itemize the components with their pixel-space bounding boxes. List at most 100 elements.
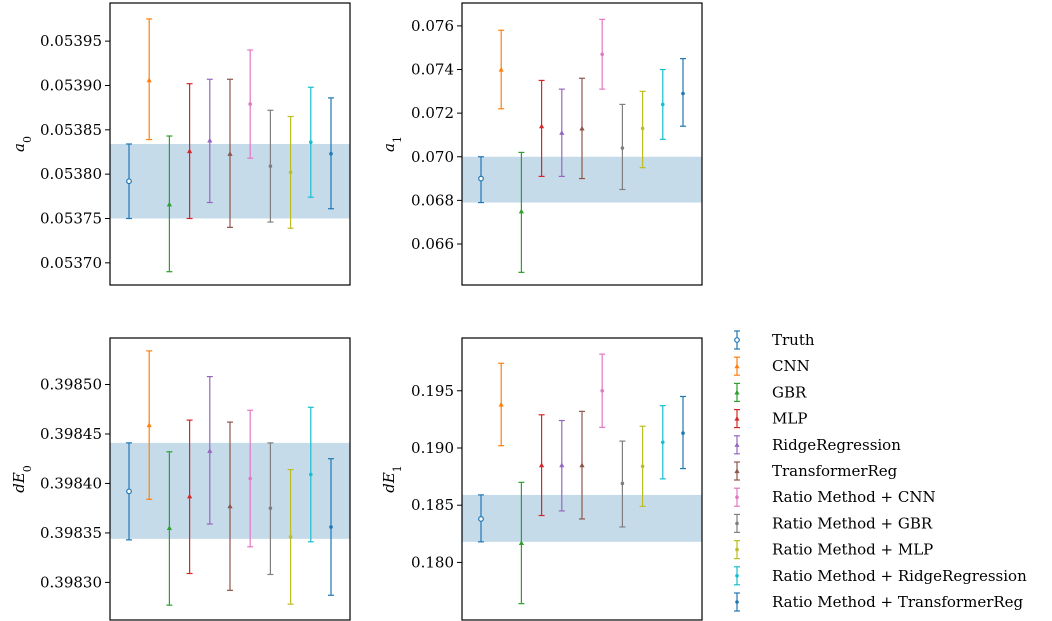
errorbar-mlp	[538, 414, 545, 517]
legend-entry: CNN	[734, 356, 810, 376]
legend: Truth CNN GBR MLP RidgeRegression Transformer…	[734, 330, 1027, 612]
point-marker	[207, 448, 213, 453]
y-axis-label: dE1	[380, 465, 404, 493]
errorbar-gbr	[518, 151, 525, 273]
errorbar-transformerreg	[579, 77, 585, 180]
y-tick-label: 0.190	[411, 439, 454, 457]
y-axis-label: dE0	[10, 465, 34, 493]
y-tick-label: 0.180	[411, 553, 454, 571]
legend-label: Ratio Method + RidgeRegression	[772, 567, 1027, 585]
legend-marker	[735, 600, 739, 604]
errorbar-mlp	[186, 83, 193, 220]
errorbar-truth	[126, 143, 132, 220]
y-tick-label: 0.39845	[40, 425, 102, 443]
errorbar-cnn	[498, 29, 505, 110]
point-marker	[146, 422, 152, 428]
point-marker	[559, 130, 565, 135]
errorbar-mlp	[538, 79, 545, 177]
legend-marker	[735, 521, 739, 526]
y-tick-label: 0.39835	[40, 524, 102, 542]
legend-label: Ratio Method + MLP	[772, 541, 933, 559]
point-marker	[126, 178, 132, 185]
errorbar-ratio-method-ridgeregression	[659, 405, 666, 480]
y-axis-label: a1	[380, 136, 404, 152]
errorbar-ratio-method-ridgeregression	[307, 86, 314, 198]
y-tick-label: 0.066	[411, 235, 454, 253]
point-marker	[661, 102, 665, 107]
point-marker	[559, 462, 565, 468]
point-marker	[640, 126, 645, 131]
legend-marker	[734, 416, 740, 421]
point-marker	[498, 66, 504, 72]
legend-label: MLP	[772, 410, 807, 428]
point-marker	[600, 52, 604, 57]
errorbar-transformerreg	[579, 410, 585, 520]
point-marker	[268, 506, 273, 510]
legend-label: RidgeRegression	[772, 436, 901, 454]
legend-entry: TransformerReg	[734, 461, 898, 481]
y-tick-label: 0.076	[411, 17, 454, 35]
point-marker	[207, 137, 213, 143]
point-marker	[478, 175, 484, 182]
errorbar-cnn	[146, 18, 153, 141]
point-marker	[579, 462, 585, 468]
subplot-a0: 0.05370 0.05375 0.05380 0.05385 0.05390 0.053…	[10, 2, 351, 286]
legend-marker	[735, 495, 739, 500]
errorbar-ridgeregression	[206, 78, 213, 204]
errorbar-ratio-method-cnn	[599, 18, 606, 90]
legend-entry: Ratio Method + TransformerReg	[734, 592, 1024, 612]
point-marker	[620, 481, 625, 486]
errorbar-gbr	[166, 451, 173, 606]
y-tick-label: 0.195	[411, 382, 454, 400]
point-marker	[498, 401, 504, 407]
y-tick-label: 0.070	[411, 148, 454, 166]
axes-frame	[109, 337, 351, 621]
errorbar-ratio-method-cnn	[247, 409, 254, 548]
point-marker	[661, 440, 665, 445]
legend-marker	[735, 547, 739, 552]
subplot-de1: 0.180 0.185 0.190 0.195 dE1	[380, 337, 703, 621]
legend-label: CNN	[772, 357, 810, 375]
point-marker	[539, 462, 545, 468]
point-marker	[579, 125, 585, 131]
y-tick-label: 0.072	[411, 104, 454, 122]
y-tick-label: 0.074	[411, 61, 454, 79]
point-marker	[539, 123, 545, 129]
legend-label: Ratio Method + CNN	[772, 488, 936, 506]
subplot-a1: 0.066 0.068 0.070 0.072 0.074 0.076 a1	[380, 2, 703, 286]
point-marker	[640, 464, 645, 469]
point-marker	[309, 140, 313, 145]
errorbar-transformerreg	[227, 421, 233, 591]
errorbar-ratio-method-mlp	[639, 90, 646, 169]
legend-label: GBR	[772, 383, 807, 401]
point-marker	[248, 476, 252, 481]
errorbar-ridgeregression	[558, 88, 565, 177]
point-marker	[288, 170, 293, 175]
point-marker	[518, 540, 524, 546]
point-marker	[681, 91, 685, 96]
point-marker	[329, 525, 333, 529]
errorbar-ridgeregression	[558, 419, 565, 512]
point-marker	[518, 208, 524, 214]
legend-entry: GBR	[734, 382, 807, 402]
legend-entry: Ratio Method + MLP	[734, 539, 933, 560]
errorbar-gbr	[166, 135, 173, 273]
y-tick-label: 0.068	[411, 191, 454, 209]
point-marker	[329, 151, 333, 156]
errorbar-ratio-method-mlp	[639, 425, 646, 507]
point-marker	[620, 146, 625, 150]
point-marker	[288, 535, 293, 539]
point-marker	[600, 388, 604, 393]
errorbar-ratio-method-cnn	[599, 353, 606, 428]
y-axis-label: a0	[10, 136, 34, 152]
legend-entry: Ratio Method + RidgeRegression	[734, 566, 1027, 586]
y-tick-label: 0.05380	[40, 165, 102, 183]
errorbar-ratio-method-cnn	[247, 49, 254, 159]
legend-entry: MLP	[734, 409, 807, 429]
y-tick-label: 0.05385	[40, 121, 102, 139]
point-marker	[309, 472, 313, 477]
y-tick-label: 0.05370	[40, 254, 102, 272]
axes-frame	[461, 2, 703, 286]
point-marker	[227, 151, 233, 156]
